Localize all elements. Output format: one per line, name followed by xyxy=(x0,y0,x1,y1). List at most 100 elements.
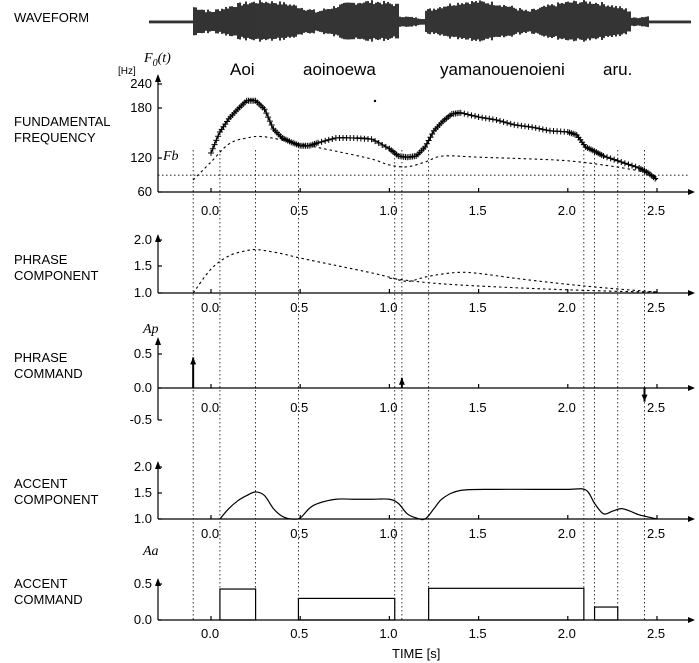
phrase_component-xtick-label: 1.5 xyxy=(469,300,487,315)
f0-label-line1: FUNDAMENTAL xyxy=(14,114,111,129)
phrase-impulse-arrow xyxy=(190,357,197,365)
accent_command-xtick-label: 2.0 xyxy=(558,626,576,641)
f0-observed-point xyxy=(461,110,468,117)
f0-observed-point xyxy=(614,157,621,164)
accent-component-label: ACCENT COMPONENT xyxy=(14,476,99,507)
phrase_command-x-arrow xyxy=(688,385,695,391)
f0-observed-point xyxy=(265,114,272,121)
aa-symbol: Aa xyxy=(142,544,159,559)
f0-observed-point xyxy=(368,136,375,143)
phrase-component-label: PHRASE COMPONENT xyxy=(14,252,99,283)
f0-observed-point xyxy=(489,116,496,123)
phrase_component-x-arrow xyxy=(688,290,695,296)
f0-x-arrow xyxy=(688,189,695,195)
f0-observed-point xyxy=(486,115,493,122)
f0-xtick-label: 2.5 xyxy=(647,203,665,218)
f0-series-1 xyxy=(210,99,658,181)
accent_component-xtick-label: 2.0 xyxy=(558,526,576,541)
f0-symbol: F0(t) xyxy=(143,51,171,69)
phrase_component-ytick-label: 2.0 xyxy=(134,232,152,247)
f0-unit: [Hz] xyxy=(118,66,136,77)
accent_command-xtick-label: 2.5 xyxy=(647,626,665,641)
f0-observed-point xyxy=(379,141,386,148)
f0-observed-point xyxy=(611,156,618,163)
f0-xtick-label: 0.5 xyxy=(290,203,308,218)
accent_component-y-arrow xyxy=(155,461,161,469)
phrase_command-xtick-label: 2.5 xyxy=(647,400,665,415)
accent-component-line2: COMPONENT xyxy=(14,492,99,507)
waveform-trace xyxy=(149,0,691,42)
f0-panel-label: FUNDAMENTAL FREQUENCY xyxy=(14,114,111,145)
phrase_command-xtick-label: 2.0 xyxy=(558,400,576,415)
f0-observed-point xyxy=(372,138,379,145)
phrase_command-y-arrow xyxy=(155,337,161,345)
f0-series-2 xyxy=(192,135,658,181)
f0-observed-point xyxy=(422,144,429,150)
x-axis-title: TIME [s] xyxy=(392,646,440,661)
f0-xtick-label: 2.0 xyxy=(558,203,576,218)
phrase-impulse-arrow xyxy=(641,394,648,402)
accent-command-label: ACCENT COMMAND xyxy=(14,576,83,607)
f0-observed-point xyxy=(211,141,218,148)
f0-observed-point xyxy=(322,137,329,144)
accent_command-ytick-label: 0.5 xyxy=(134,576,152,591)
f0-observed-point xyxy=(504,119,511,126)
f0-observed-point xyxy=(468,112,475,119)
phrase_component-y-arrow xyxy=(155,234,161,242)
phrase_component-xtick-label: 2.0 xyxy=(558,300,576,315)
f0-observed-point xyxy=(536,125,543,132)
f0-observed-point xyxy=(497,117,504,124)
f0-observed-point xyxy=(475,114,482,120)
f0-observed-point xyxy=(543,127,550,134)
f0-observed-point xyxy=(425,137,432,144)
phrase_component-series-2 xyxy=(389,277,658,293)
f0-observed-point xyxy=(493,117,500,123)
accent_command-xtick-label: 1.0 xyxy=(379,626,397,641)
phrase_component-xtick-label: 0.0 xyxy=(201,300,219,315)
f0-observed-point xyxy=(266,118,273,125)
f0-xtick-label: 1.0 xyxy=(379,203,397,218)
word-aoi: Aoi xyxy=(230,60,255,79)
f0-observed-point xyxy=(607,155,614,162)
accent_component-xtick-label: 1.0 xyxy=(379,526,397,541)
phrase_command-ytick-label: 0.5 xyxy=(134,346,152,361)
phrase-command-line2: COMMAND xyxy=(14,366,83,381)
f0-ytick-label: 240 xyxy=(130,76,152,91)
ap-symbol: Ap xyxy=(142,322,159,337)
f0-observed-point xyxy=(423,140,430,147)
accent_command-x-arrow xyxy=(688,617,695,623)
f0-observed-point xyxy=(329,135,336,142)
f0-observed-point xyxy=(215,133,222,140)
f0-observed-point xyxy=(427,134,434,141)
f0-observed-point xyxy=(625,161,632,168)
f0-observed-point xyxy=(604,154,611,161)
accent_component-x-arrow xyxy=(688,516,695,522)
f0-observed-point xyxy=(632,163,639,170)
utterance-words: Aoi aoinoewa yamanouenoieni aru. xyxy=(230,60,632,79)
f0-observed-point xyxy=(263,110,270,117)
f0-observed-point xyxy=(629,162,636,169)
phrase_command-xtick-label: 1.5 xyxy=(469,400,487,415)
phrase_component-xtick-label: 0.5 xyxy=(290,300,308,315)
f0-observed-point xyxy=(464,111,471,118)
f0-observed-point xyxy=(318,138,325,145)
accent_command-xtick-label: 0.0 xyxy=(201,626,219,641)
phrase_component-ytick-label: 1.0 xyxy=(134,285,152,300)
f0-xtick-label: 1.5 xyxy=(469,203,487,218)
phrase_component-xtick-label: 2.5 xyxy=(647,300,665,315)
phrase_command-ytick-label: 0.0 xyxy=(134,380,152,395)
f0-observed-point xyxy=(482,115,489,122)
f0-observed-point xyxy=(529,124,536,131)
f0-observed-point xyxy=(268,122,275,129)
accent_component-ytick-label: 1.0 xyxy=(134,511,152,526)
f0-observed-point xyxy=(500,118,507,125)
f0-observed-point xyxy=(213,137,220,144)
phrase_command-xtick-label: 0.5 xyxy=(290,400,308,415)
accent_component-ytick-label: 2.0 xyxy=(134,459,152,474)
phrase-impulse-arrow xyxy=(398,377,405,385)
accent-command-line1: ACCENT xyxy=(14,576,68,591)
f0-observed-point xyxy=(315,139,322,146)
f0-observed-point xyxy=(457,109,464,116)
phrase_command-xtick-label: 1.0 xyxy=(379,400,397,415)
